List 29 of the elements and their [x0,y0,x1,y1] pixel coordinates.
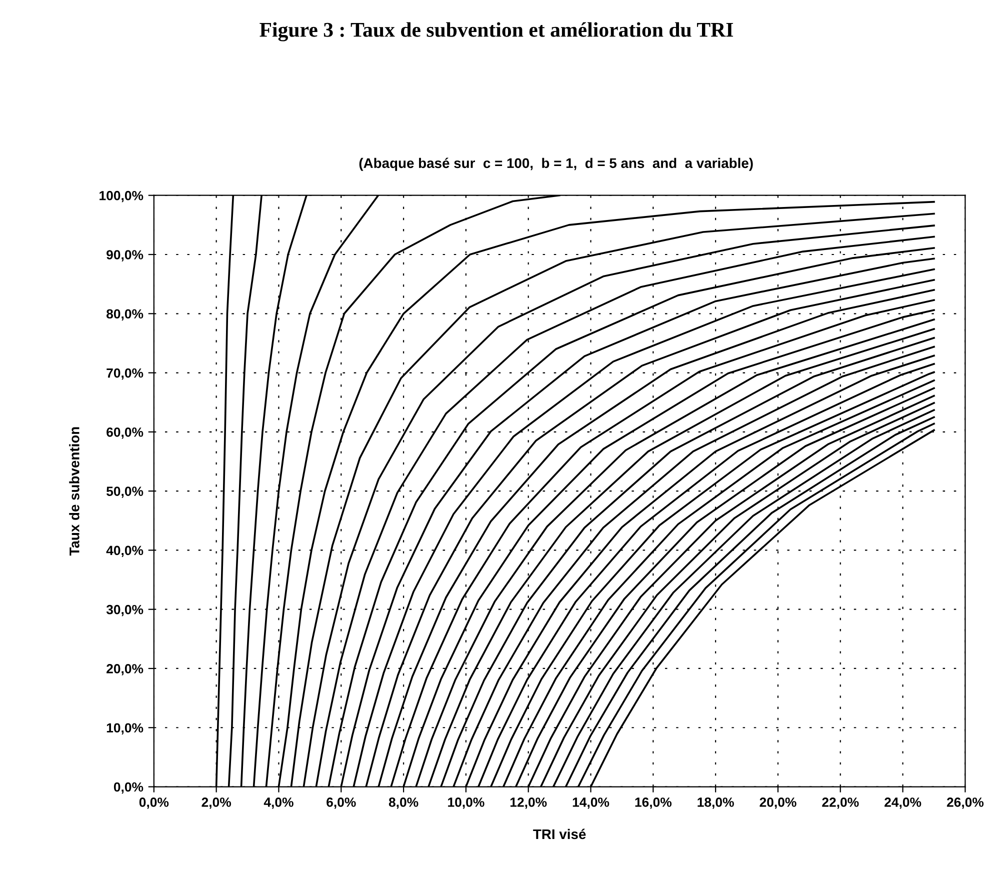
x-tick-label: 0,0% [139,798,169,809]
y-tick-label: 60,0% [106,427,144,439]
y-tick-label: 100,0% [100,190,144,202]
x-tick-label: 6,0% [326,798,356,809]
y-tick-label: 30,0% [106,604,144,616]
x-tick-label: 24,0% [884,798,922,809]
x-tick-label: 10,0% [448,798,484,809]
y-tick-label: 50,0% [106,486,144,498]
x-axis-title: TRI visé [533,828,586,840]
x-tick-label: 20,0% [760,798,796,809]
y-tick-label: 70,0% [106,368,144,380]
x-tick-label: 26,0% [946,798,984,809]
y-tick-label: 40,0% [106,546,144,558]
chart-title: Figure 3 : Taux de subvention et amélioration du TRI [260,22,734,42]
chart-subtitle: (Abaque basé sur c = 100, b = 1, d = 5 ans and a variable) [359,158,753,171]
x-tick-label: 12,0% [510,798,547,809]
x-tick-label: 14,0% [572,798,610,809]
y-tick-label: 80,0% [106,309,144,320]
y-tick-label: 10,0% [106,723,144,734]
y-tick-label: 0,0% [114,782,144,794]
y-tick-label: 20,0% [106,664,144,676]
x-tick-label: 18,0% [698,798,734,809]
x-tick-label: 8,0% [388,798,418,809]
y-tick-label: 90,0% [106,250,144,262]
x-tick-label: 4,0% [264,798,294,809]
x-tick-label: 22,0% [822,798,859,809]
x-tick-label: 16,0% [635,798,672,809]
y-axis-title: Taux de subvention [69,427,80,556]
x-tick-label: 2,0% [202,798,232,809]
